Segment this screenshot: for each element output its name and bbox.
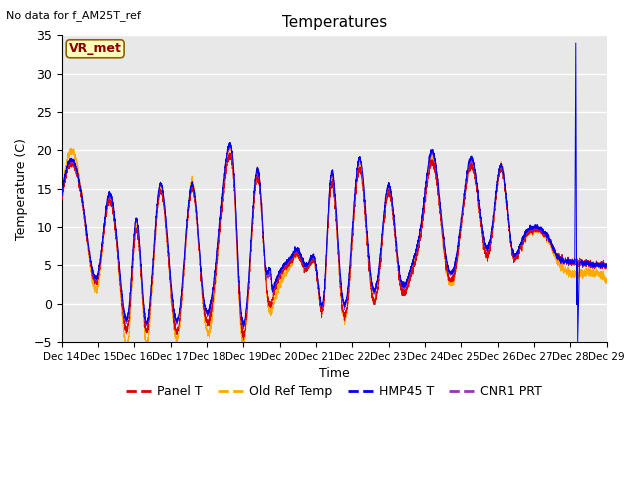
Legend: Panel T, Old Ref Temp, HMP45 T, CNR1 PRT: Panel T, Old Ref Temp, HMP45 T, CNR1 PRT xyxy=(121,380,547,403)
X-axis label: Time: Time xyxy=(319,367,349,380)
Y-axis label: Temperature (C): Temperature (C) xyxy=(15,138,28,240)
Title: Temperatures: Temperatures xyxy=(282,15,387,30)
Text: No data for f_AM25T_ref: No data for f_AM25T_ref xyxy=(6,10,141,21)
Text: VR_met: VR_met xyxy=(68,42,122,55)
